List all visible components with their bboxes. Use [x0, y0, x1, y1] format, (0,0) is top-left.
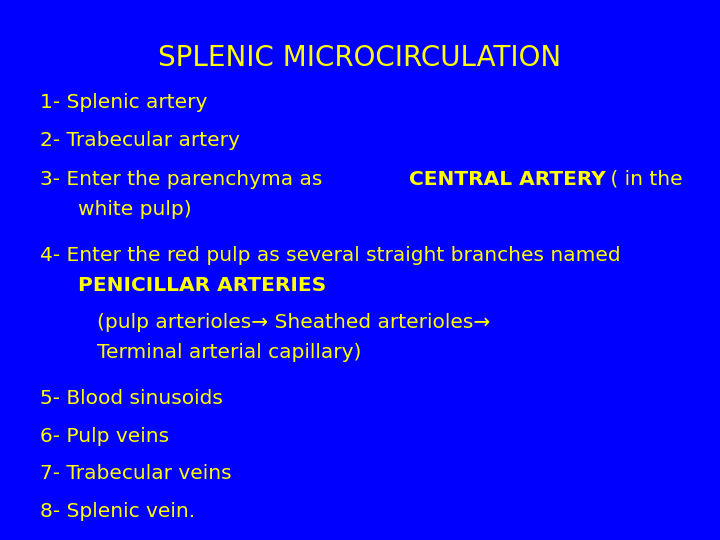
Text: (pulp arterioles→ Sheathed arterioles→: (pulp arterioles→ Sheathed arterioles→ [97, 313, 490, 332]
Text: 5- Blood sinusoids: 5- Blood sinusoids [40, 389, 222, 408]
Text: SPLENIC MICROCIRCULATION: SPLENIC MICROCIRCULATION [158, 44, 562, 72]
Text: PENICILLAR ARTERIES: PENICILLAR ARTERIES [78, 276, 326, 295]
Text: 4- Enter the red pulp as several straight branches named: 4- Enter the red pulp as several straigh… [40, 246, 620, 265]
Text: 2- Trabecular artery: 2- Trabecular artery [40, 131, 240, 150]
Text: 1- Splenic artery: 1- Splenic artery [40, 93, 207, 112]
Text: ( in the: ( in the [604, 170, 683, 188]
Text: 7- Trabecular veins: 7- Trabecular veins [40, 464, 231, 483]
Text: 8- Splenic vein.: 8- Splenic vein. [40, 502, 194, 521]
Text: 6- Pulp veins: 6- Pulp veins [40, 427, 168, 446]
Text: 3- Enter the parenchyma as: 3- Enter the parenchyma as [40, 170, 328, 188]
Text: white pulp): white pulp) [78, 200, 192, 219]
Text: Terminal arterial capillary): Terminal arterial capillary) [97, 343, 361, 362]
Text: CENTRAL ARTERY: CENTRAL ARTERY [410, 170, 606, 188]
